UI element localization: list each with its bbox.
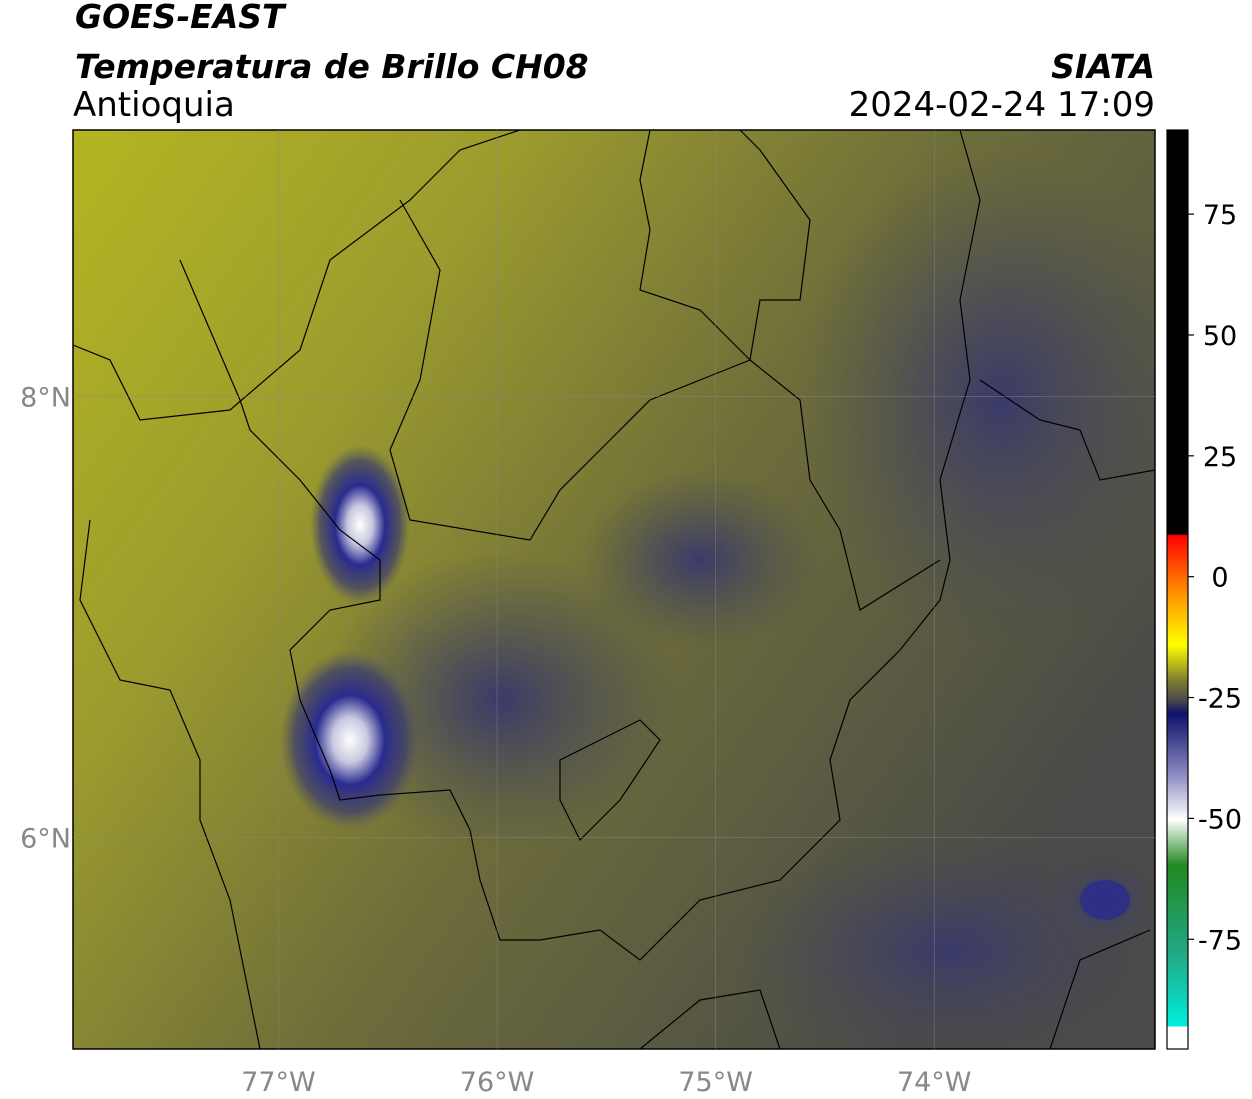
title: GOES-EAST — [75, 0, 287, 36]
x-tick-label: 76°W — [460, 1067, 535, 1098]
colorbar-tick-label: 25 — [1203, 442, 1237, 473]
map-image — [73, 130, 1155, 1049]
region: Antioquia — [73, 85, 235, 125]
colorbar-tick-label: 75 — [1203, 200, 1237, 231]
y-tick-label: 8°N — [20, 383, 71, 414]
colorbar-tick-label: 0 — [1211, 563, 1228, 594]
colorbar-tick-label: -75 — [1198, 925, 1242, 956]
colorbar-tick-label: -50 — [1198, 804, 1242, 835]
x-tick-label: 75°W — [678, 1067, 753, 1098]
map-frame — [72, 129, 1156, 1050]
x-tick-label: 77°W — [241, 1067, 316, 1098]
colorbar-tick-label: -25 — [1198, 684, 1242, 715]
y-tick-label: 6°N — [20, 823, 71, 854]
source: SIATA — [1051, 47, 1155, 86]
colorbar-tick-label: 50 — [1203, 321, 1237, 352]
subtitle: Temperatura de Brillo CH08 — [75, 47, 589, 86]
colorbar — [1166, 129, 1189, 1050]
x-tick-label: 74°W — [897, 1067, 972, 1098]
datetime: 2024-02-24 17:09 — [849, 85, 1155, 125]
